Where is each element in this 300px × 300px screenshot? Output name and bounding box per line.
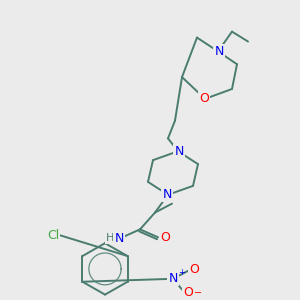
Text: +: + [178,268,185,277]
Text: N: N [114,232,124,245]
Text: Cl: Cl [47,229,59,242]
Text: O: O [160,231,170,244]
Text: N: N [168,272,178,285]
Text: N: N [214,45,224,58]
Text: O: O [199,92,209,105]
Text: N: N [174,145,184,158]
Text: O: O [189,263,199,276]
Text: H: H [106,233,114,243]
Text: O: O [183,286,193,299]
Text: −: − [194,288,202,298]
Text: N: N [162,188,172,201]
